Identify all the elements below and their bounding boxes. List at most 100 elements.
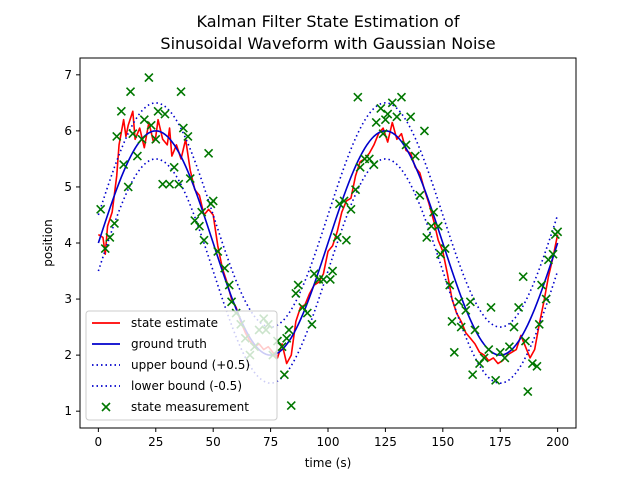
measurement-point-74 [371, 117, 381, 128]
measurement-point-100 [468, 370, 478, 380]
measurement-point-119 [541, 294, 551, 304]
x-axis-label: time (s) [305, 456, 352, 470]
measurement-point-19 [164, 179, 175, 189]
legend-label-upper-bound: upper bound (+0.5) [131, 358, 250, 372]
measurement-point-117 [534, 319, 544, 329]
legend-label-ground-truth: ground truth [131, 337, 207, 351]
y-axis-label: position [41, 219, 55, 267]
legend-box [85, 310, 278, 421]
measurement-point-75 [376, 103, 386, 114]
measurement-point-103 [479, 353, 489, 363]
x-tick-label-100: 100 [317, 435, 340, 449]
chart-title-line-2: Sinusoidal Waveform with Gaussian Noise [160, 34, 495, 53]
measurement-point-6 [119, 159, 129, 170]
measurement-point-16 [153, 106, 163, 116]
measurement-point-82 [401, 140, 411, 150]
measurement-point-36 [226, 297, 237, 307]
measurement-point-106 [491, 375, 501, 385]
measurement-point-13 [144, 73, 154, 83]
measurement-point-35 [224, 280, 234, 290]
measurement-point-57 [307, 319, 317, 329]
measurement-point-108 [500, 353, 510, 363]
measurement-point-83 [406, 112, 416, 122]
legend: state estimate ground truth upper bound … [85, 310, 278, 421]
measurement-point-113 [520, 336, 531, 346]
measurement-point-96 [454, 297, 464, 307]
measurement-point-33 [213, 246, 223, 256]
legend-label-state-measurement: state measurement [131, 400, 249, 414]
measurement-point-110 [509, 322, 519, 332]
measurement-point-1 [100, 244, 110, 254]
measurement-point-3 [109, 218, 120, 228]
x-tick-label-75: 75 [263, 435, 278, 449]
measurement-point-24 [183, 131, 193, 142]
measurement-point-112 [518, 272, 528, 282]
chart-title-line-1: Kalman Filter State Estimation of [197, 12, 460, 31]
y-tick-label-6: 6 [64, 124, 72, 138]
measurement-point-111 [514, 302, 524, 313]
legend-label-lower-bound: lower bound (-0.5) [131, 379, 242, 393]
measurement-point-11 [137, 134, 147, 144]
x-tick-label-150: 150 [431, 435, 454, 449]
y-tick-label-2: 2 [64, 348, 72, 362]
measurement-point-88 [426, 221, 436, 231]
measurement-point-94 [447, 316, 457, 327]
measurement-point-68 [350, 185, 361, 195]
measurement-point-27 [194, 221, 204, 231]
measurement-point-53 [291, 288, 301, 299]
measurement-point-79 [387, 98, 397, 108]
measurement-point-61 [325, 274, 335, 285]
measurement-point-86 [419, 126, 430, 136]
measurement-point-48 [277, 342, 287, 352]
measurement-point-7 [123, 182, 133, 192]
measurement-point-34 [220, 263, 230, 273]
measurement-point-77 [380, 115, 390, 125]
measurement-point-21 [174, 179, 184, 189]
measurement-point-17 [158, 179, 168, 189]
measurement-point-78 [383, 109, 393, 119]
y-tick-label-1: 1 [64, 404, 72, 418]
measurement-point-85 [415, 190, 425, 200]
x-tick-label-25: 25 [148, 435, 163, 449]
measurement-point-54 [293, 280, 303, 290]
measurement-point-89 [429, 207, 439, 217]
measurement-point-4 [112, 131, 122, 142]
measurement-point-25 [185, 173, 195, 184]
measurement-point-115 [527, 358, 537, 369]
measurement-point-76 [378, 129, 388, 139]
measurement-point-14 [146, 120, 156, 130]
measurement-point-2 [105, 232, 115, 242]
measurement-point-98 [461, 305, 471, 315]
state-estimate-line [97, 110, 559, 365]
measurement-point-60 [318, 274, 328, 285]
measurement-point-123 [553, 227, 563, 237]
measurement-point-81 [396, 92, 407, 102]
ground-truth-line [97, 130, 559, 356]
measurement-point-49 [279, 370, 289, 380]
measurement-point-109 [504, 342, 514, 352]
y-tick-label-5: 5 [64, 180, 72, 194]
measurement-point-65 [339, 196, 349, 206]
measurement-point-104 [484, 344, 494, 355]
measurement-point-56 [302, 308, 312, 318]
legend-label-state-estimate: state estimate [131, 316, 218, 330]
measurement-point-8 [125, 87, 136, 97]
measurement-point-70 [355, 162, 365, 172]
y-tick-label-7: 7 [64, 68, 72, 82]
x-tick-label-175: 175 [489, 435, 512, 449]
measurement-point-23 [178, 123, 188, 133]
measurement-point-50 [282, 333, 292, 343]
measurement-point-12 [139, 115, 149, 125]
measurement-point-29 [199, 235, 209, 245]
measurement-point-51 [284, 325, 294, 335]
measurement-point-0 [96, 204, 106, 214]
measurement-point-121 [548, 249, 558, 259]
measurement-point-66 [341, 235, 351, 245]
measurement-point-69 [353, 92, 363, 102]
measurement-point-105 [486, 302, 496, 313]
measurement-point-64 [334, 199, 345, 209]
measurement-point-92 [440, 244, 450, 254]
measurement-point-20 [169, 162, 179, 172]
measurement-point-90 [433, 221, 443, 231]
